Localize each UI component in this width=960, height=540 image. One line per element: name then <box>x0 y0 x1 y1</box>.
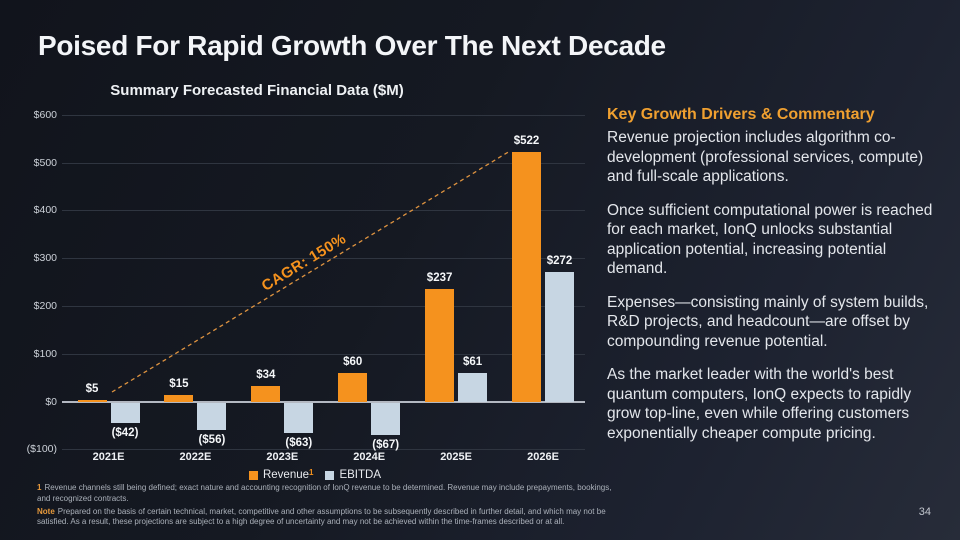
revenue-bar-2024E <box>338 373 368 402</box>
legend-item-revenue: Revenue 1 <box>248 468 314 482</box>
y-axis-tick-label: $600 <box>33 108 57 121</box>
legend-ebitda-label: EBITDA <box>339 469 382 481</box>
ebitda-value-label-2026E: $272 <box>546 254 573 267</box>
gridline <box>62 449 585 451</box>
y-axis-tick-label: $500 <box>33 156 57 169</box>
ebitda-bar-2023E <box>284 403 314 434</box>
revenue-value-label-2024E: $60 <box>343 356 363 369</box>
footnote-note-text: Prepared on the basis of certain technic… <box>37 506 606 527</box>
footnote-note: Note Prepared on the basis of certain tec… <box>37 507 626 529</box>
x-axis-label-2021E: 2021E <box>92 451 125 463</box>
ebitda-value-label-2025E: $61 <box>463 355 483 368</box>
page-number: 34 <box>918 506 931 518</box>
commentary-paragraph: Once sufficient computational power is r… <box>607 201 933 278</box>
gridline <box>62 210 585 212</box>
revenue-bar-2025E <box>425 288 455 402</box>
gridline <box>62 114 585 116</box>
legend-ebitda-swatch <box>325 471 335 480</box>
revenue-bar-2026E <box>512 152 541 402</box>
x-axis-label-2023E: 2023E <box>266 451 299 463</box>
commentary-paragraph: Revenue projection includes algorithm co… <box>607 129 924 185</box>
revenue-value-label-2021E: $5 <box>85 382 99 395</box>
ebitda-value-label-2023E: ($63) <box>285 437 313 450</box>
chart-title: Summary Forecasted Financial Data ($M) <box>110 82 404 99</box>
commentary-heading: Key Growth Drivers & Commentary <box>607 106 875 123</box>
cagr-annotation: CAGR: 150% <box>258 230 350 295</box>
legend-revenue-swatch <box>248 471 258 480</box>
ebitda-value-label-2021E: ($42) <box>111 427 139 440</box>
gridline <box>62 305 585 307</box>
y-axis-tick-label: $400 <box>33 204 57 217</box>
revenue-bar-2022E <box>164 394 194 402</box>
gridline <box>62 353 585 355</box>
x-axis-label-2025E: 2025E <box>440 451 472 463</box>
x-axis-label-2024E: 2024E <box>353 451 386 463</box>
revenue-value-label-2025E: $237 <box>426 271 453 284</box>
ebitda-value-label-2022E: ($56) <box>198 433 226 446</box>
ebitda-bar-2021E <box>110 403 140 424</box>
footnote-1: 1 Revenue channels still being defined; e… <box>37 483 626 505</box>
commentary-paragraph: Expenses—consisting mainly of system bui… <box>607 293 929 350</box>
commentary-paragraph: As the market leader with the world's be… <box>607 366 912 442</box>
y-axis-tick-label: ($100) <box>26 443 57 456</box>
legend-item-ebitda: EBITDA <box>325 469 381 482</box>
ebitda-bar-2025E <box>458 372 488 402</box>
footnotes: 1 Revenue channels still being defined; e… <box>37 483 626 530</box>
legend-revenue-footnote-marker: 1 <box>309 468 314 477</box>
commentary-panel: Key Growth Drivers & Commentary Revenue … <box>607 105 945 457</box>
slide-title: Poised For Rapid Growth Over The Next De… <box>38 30 666 61</box>
chart-legend: Revenue 1 EBITDA <box>190 469 440 482</box>
footnote-1-marker: 1 <box>37 483 42 492</box>
y-axis-tick-label: $100 <box>33 347 57 360</box>
x-axis-label-2022E: 2022E <box>179 451 212 463</box>
legend-revenue-label: Revenue <box>262 469 310 481</box>
revenue-bar-2023E <box>251 385 281 402</box>
x-axis-label-2026E: 2026E <box>527 451 559 463</box>
ebitda-bar-2024E <box>371 403 401 436</box>
footnote-1-text: Revenue channels still being defined; ex… <box>37 483 612 503</box>
ebitda-bar-2026E <box>545 271 574 402</box>
y-axis-tick-label: $300 <box>33 252 57 265</box>
gridline <box>62 162 585 164</box>
y-axis-tick-label: $0 <box>45 395 57 408</box>
y-axis-tick-label: $200 <box>33 299 57 312</box>
revenue-value-label-2022E: $15 <box>169 377 189 390</box>
revenue-value-label-2026E: $522 <box>513 135 540 148</box>
revenue-value-label-2023E: $34 <box>256 368 276 381</box>
ebitda-value-label-2024E: ($67) <box>372 439 400 452</box>
revenue-bar-2021E <box>77 399 107 402</box>
x-axis-zero-line <box>62 401 585 403</box>
ebitda-bar-2022E <box>197 403 227 430</box>
footnote-note-marker: Note <box>37 506 55 516</box>
